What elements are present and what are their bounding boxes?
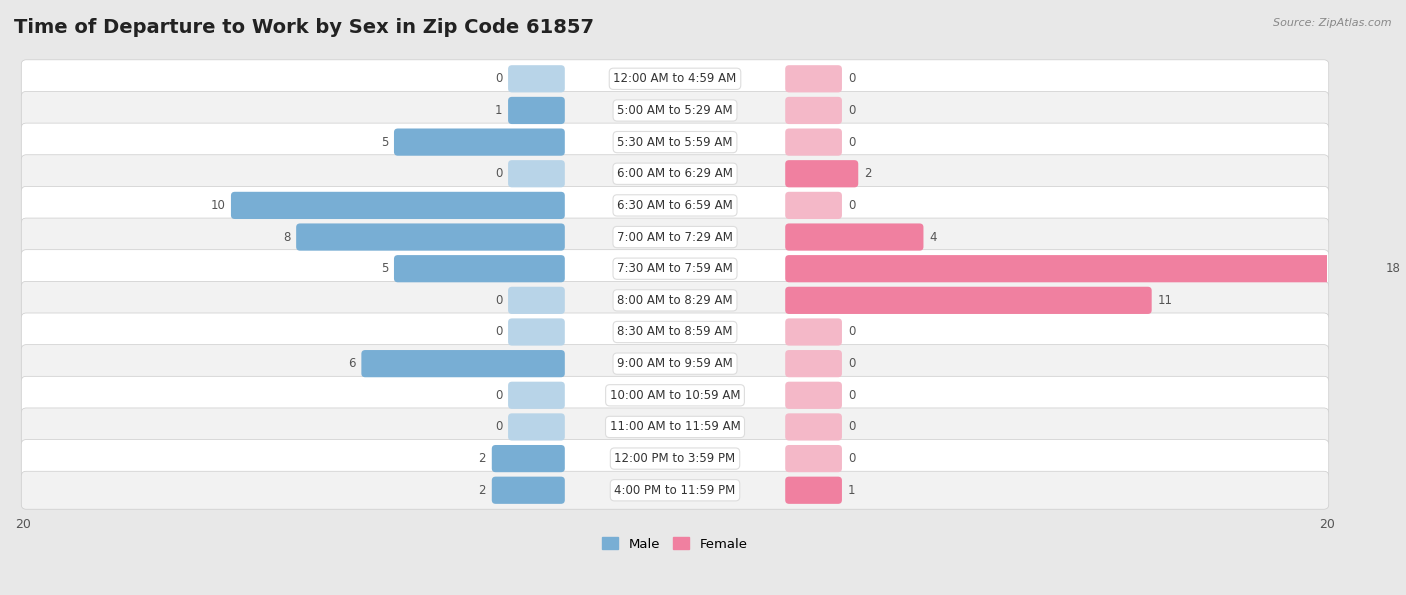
FancyBboxPatch shape <box>394 129 565 156</box>
FancyBboxPatch shape <box>297 224 565 250</box>
Text: 0: 0 <box>848 325 855 339</box>
Text: 4: 4 <box>929 230 936 243</box>
Text: 8:00 AM to 8:29 AM: 8:00 AM to 8:29 AM <box>617 294 733 307</box>
FancyBboxPatch shape <box>785 318 842 346</box>
FancyBboxPatch shape <box>785 65 842 92</box>
FancyBboxPatch shape <box>785 129 842 156</box>
Text: 0: 0 <box>848 452 855 465</box>
Text: 4:00 PM to 11:59 PM: 4:00 PM to 11:59 PM <box>614 484 735 497</box>
FancyBboxPatch shape <box>492 445 565 472</box>
Text: 5:00 AM to 5:29 AM: 5:00 AM to 5:29 AM <box>617 104 733 117</box>
Text: 0: 0 <box>848 357 855 370</box>
FancyBboxPatch shape <box>785 381 842 409</box>
FancyBboxPatch shape <box>508 97 565 124</box>
FancyBboxPatch shape <box>21 92 1329 130</box>
Text: 5: 5 <box>381 136 388 149</box>
Legend: Male, Female: Male, Female <box>598 532 754 556</box>
FancyBboxPatch shape <box>21 218 1329 256</box>
FancyBboxPatch shape <box>21 440 1329 478</box>
Text: 8: 8 <box>283 230 290 243</box>
Text: 0: 0 <box>495 325 502 339</box>
FancyBboxPatch shape <box>508 287 565 314</box>
FancyBboxPatch shape <box>492 477 565 504</box>
FancyBboxPatch shape <box>785 224 924 250</box>
Text: 6:00 AM to 6:29 AM: 6:00 AM to 6:29 AM <box>617 167 733 180</box>
Text: Source: ZipAtlas.com: Source: ZipAtlas.com <box>1274 18 1392 28</box>
Text: 10:00 AM to 10:59 AM: 10:00 AM to 10:59 AM <box>610 389 741 402</box>
FancyBboxPatch shape <box>21 471 1329 509</box>
Text: 2: 2 <box>478 452 486 465</box>
FancyBboxPatch shape <box>361 350 565 377</box>
Text: 12:00 AM to 4:59 AM: 12:00 AM to 4:59 AM <box>613 73 737 85</box>
Text: 11:00 AM to 11:59 AM: 11:00 AM to 11:59 AM <box>610 421 741 433</box>
Text: 10: 10 <box>211 199 225 212</box>
FancyBboxPatch shape <box>21 376 1329 414</box>
Text: 9:00 AM to 9:59 AM: 9:00 AM to 9:59 AM <box>617 357 733 370</box>
FancyBboxPatch shape <box>508 65 565 92</box>
FancyBboxPatch shape <box>21 60 1329 98</box>
FancyBboxPatch shape <box>508 160 565 187</box>
Text: 1: 1 <box>848 484 855 497</box>
Text: 0: 0 <box>495 389 502 402</box>
FancyBboxPatch shape <box>785 97 842 124</box>
Text: Time of Departure to Work by Sex in Zip Code 61857: Time of Departure to Work by Sex in Zip … <box>14 18 595 37</box>
Text: 0: 0 <box>848 389 855 402</box>
FancyBboxPatch shape <box>231 192 565 219</box>
FancyBboxPatch shape <box>21 313 1329 351</box>
Text: 5: 5 <box>381 262 388 275</box>
Text: 0: 0 <box>848 104 855 117</box>
Text: 18: 18 <box>1386 262 1400 275</box>
Text: 0: 0 <box>848 73 855 85</box>
Text: 0: 0 <box>848 199 855 212</box>
Text: 1: 1 <box>495 104 502 117</box>
FancyBboxPatch shape <box>21 250 1329 288</box>
FancyBboxPatch shape <box>21 345 1329 383</box>
Text: 7:30 AM to 7:59 AM: 7:30 AM to 7:59 AM <box>617 262 733 275</box>
FancyBboxPatch shape <box>21 281 1329 320</box>
Text: 0: 0 <box>495 73 502 85</box>
Text: 8:30 AM to 8:59 AM: 8:30 AM to 8:59 AM <box>617 325 733 339</box>
Text: 0: 0 <box>848 136 855 149</box>
FancyBboxPatch shape <box>785 477 842 504</box>
FancyBboxPatch shape <box>21 186 1329 224</box>
FancyBboxPatch shape <box>21 123 1329 161</box>
Text: 0: 0 <box>495 294 502 307</box>
FancyBboxPatch shape <box>785 414 842 440</box>
Text: 6: 6 <box>349 357 356 370</box>
Text: 6:30 AM to 6:59 AM: 6:30 AM to 6:59 AM <box>617 199 733 212</box>
FancyBboxPatch shape <box>21 155 1329 193</box>
FancyBboxPatch shape <box>508 318 565 346</box>
FancyBboxPatch shape <box>508 381 565 409</box>
FancyBboxPatch shape <box>785 287 1152 314</box>
Text: 7:00 AM to 7:29 AM: 7:00 AM to 7:29 AM <box>617 230 733 243</box>
Text: 0: 0 <box>848 421 855 433</box>
Text: 5:30 AM to 5:59 AM: 5:30 AM to 5:59 AM <box>617 136 733 149</box>
Text: 12:00 PM to 3:59 PM: 12:00 PM to 3:59 PM <box>614 452 735 465</box>
FancyBboxPatch shape <box>785 350 842 377</box>
FancyBboxPatch shape <box>394 255 565 282</box>
Text: 0: 0 <box>495 167 502 180</box>
FancyBboxPatch shape <box>508 414 565 440</box>
FancyBboxPatch shape <box>785 255 1379 282</box>
Text: 2: 2 <box>865 167 872 180</box>
FancyBboxPatch shape <box>21 408 1329 446</box>
FancyBboxPatch shape <box>785 160 858 187</box>
Text: 0: 0 <box>495 421 502 433</box>
FancyBboxPatch shape <box>785 192 842 219</box>
Text: 11: 11 <box>1157 294 1173 307</box>
Text: 2: 2 <box>478 484 486 497</box>
FancyBboxPatch shape <box>785 445 842 472</box>
